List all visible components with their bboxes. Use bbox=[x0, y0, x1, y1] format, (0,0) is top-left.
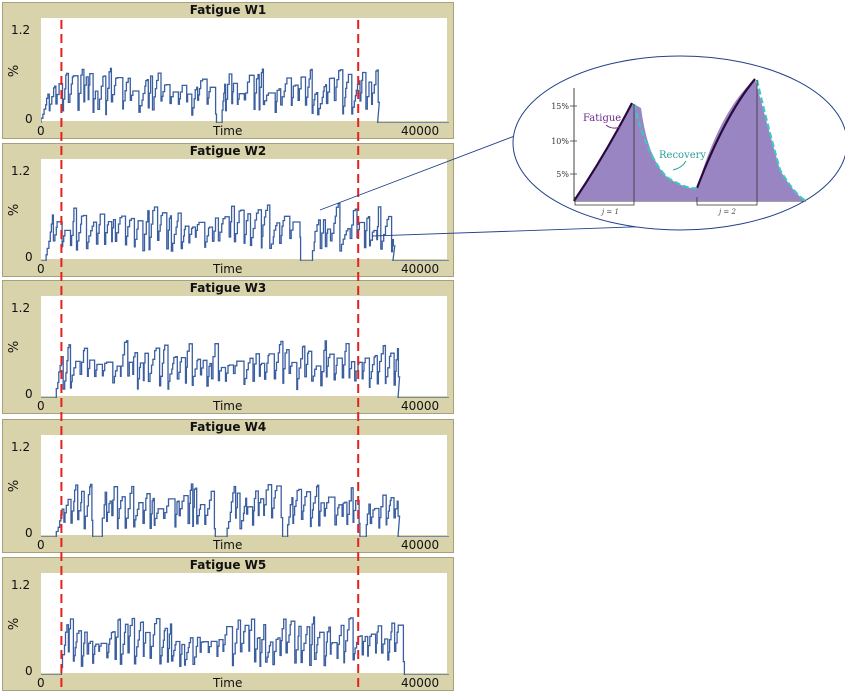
x-axis-label: Time bbox=[213, 124, 243, 138]
x-tick-label: 0 bbox=[37, 399, 45, 413]
chart-panel-w1: Fatigue W1 1.2 0% 0 Time 40000 bbox=[2, 2, 454, 139]
y-axis-label: % bbox=[7, 340, 23, 354]
y-axis-label: % bbox=[7, 64, 23, 77]
y-tick-label: 0 bbox=[25, 250, 33, 264]
fatigue-line-chart bbox=[41, 616, 449, 675]
inset-y-tick-label: 15% bbox=[551, 102, 569, 111]
x-tick-label: 0 bbox=[37, 262, 45, 276]
chart-title: Fatigue W3 bbox=[189, 281, 267, 295]
x-axis-label: Time bbox=[213, 262, 243, 276]
y-tick-label: 0 bbox=[25, 526, 33, 540]
series-line-fatigue bbox=[41, 616, 449, 675]
y-tick-label: 1.2 bbox=[11, 301, 31, 315]
y-tick-label: 0 bbox=[25, 387, 33, 401]
fatigue-line-chart bbox=[41, 202, 449, 261]
series-line-fatigue bbox=[41, 202, 449, 261]
fatigue-line-chart bbox=[41, 67, 449, 123]
x-tick-label: 40000 bbox=[401, 538, 440, 552]
y-axis-label: % bbox=[7, 479, 23, 493]
chart-title: Fatigue W1 bbox=[189, 3, 267, 17]
fatigue-line-chart bbox=[41, 483, 449, 537]
plot-area bbox=[41, 18, 449, 123]
inset-interval-label: j = 2 bbox=[717, 208, 736, 216]
chart-panel-w3: Fatigue W3 1.2 0% 0 Time 40000 bbox=[2, 280, 454, 414]
plot-area bbox=[41, 573, 449, 675]
plot-area bbox=[41, 296, 449, 398]
y-tick-label: 1.2 bbox=[11, 164, 31, 178]
x-tick-label: 0 bbox=[37, 538, 45, 552]
inset-interval-1 bbox=[574, 104, 635, 206]
inset-interval-label: j = 1 bbox=[600, 208, 619, 216]
chart-title: Fatigue W4 bbox=[189, 420, 267, 434]
series-line-fatigue bbox=[41, 483, 449, 537]
inset-recovery-label: Recovery bbox=[659, 150, 706, 161]
y-tick-label: 1.2 bbox=[11, 23, 31, 37]
series-line-fatigue bbox=[41, 67, 449, 123]
plot-area bbox=[41, 435, 449, 537]
chart-panel-w5: Fatigue W5 1.2 0% 0 Time 40000 bbox=[2, 557, 454, 691]
series-line-fatigue bbox=[41, 340, 449, 398]
x-tick-label: 0 bbox=[37, 124, 45, 138]
y-axis-label: % bbox=[7, 203, 23, 217]
chart-title: Fatigue W5 bbox=[189, 558, 267, 572]
inset-y-tick-label: 10% bbox=[551, 137, 569, 146]
x-axis-label: Time bbox=[213, 676, 243, 690]
x-tick-label: 40000 bbox=[401, 676, 440, 690]
inset-recovery-curve-2 bbox=[755, 79, 807, 202]
inset-fatigue-area bbox=[574, 79, 806, 201]
inset-fatigue-arrow bbox=[605, 124, 621, 129]
x-tick-label: 40000 bbox=[401, 262, 440, 276]
plot-area bbox=[41, 159, 449, 261]
inset-ellipse bbox=[512, 55, 845, 231]
fatigue-line-chart bbox=[41, 340, 449, 398]
chart-title: Fatigue W2 bbox=[189, 144, 267, 158]
x-tick-label: 40000 bbox=[401, 399, 440, 413]
x-axis-label: Time bbox=[213, 538, 243, 552]
y-tick-label: 0 bbox=[25, 112, 33, 126]
y-tick-label: 0 bbox=[25, 664, 33, 678]
inset-interval-2 bbox=[696, 80, 758, 206]
inset-fatigue-label: Fatigue bbox=[583, 113, 621, 124]
y-tick-label: 1.2 bbox=[11, 578, 31, 592]
x-axis-label: Time bbox=[213, 399, 243, 413]
inset-recovery-arrow bbox=[672, 160, 687, 171]
chart-panel-w4: Fatigue W4 1.2 0% 0 Time 40000 bbox=[2, 419, 454, 553]
x-tick-label: 40000 bbox=[401, 124, 440, 138]
inset-y-tick-label: 5% bbox=[556, 170, 569, 179]
x-tick-label: 0 bbox=[37, 676, 45, 690]
inset-fatigue-curve-1 bbox=[573, 102, 633, 202]
inset-recovery-curve-1 bbox=[632, 103, 698, 190]
inset-fatigue-curve-2 bbox=[695, 78, 756, 189]
y-tick-label: 1.2 bbox=[11, 440, 31, 454]
y-axis-label: % bbox=[7, 617, 23, 631]
chart-panel-w2: Fatigue W2 1.2 0% 0 Time 40000 bbox=[2, 143, 454, 277]
